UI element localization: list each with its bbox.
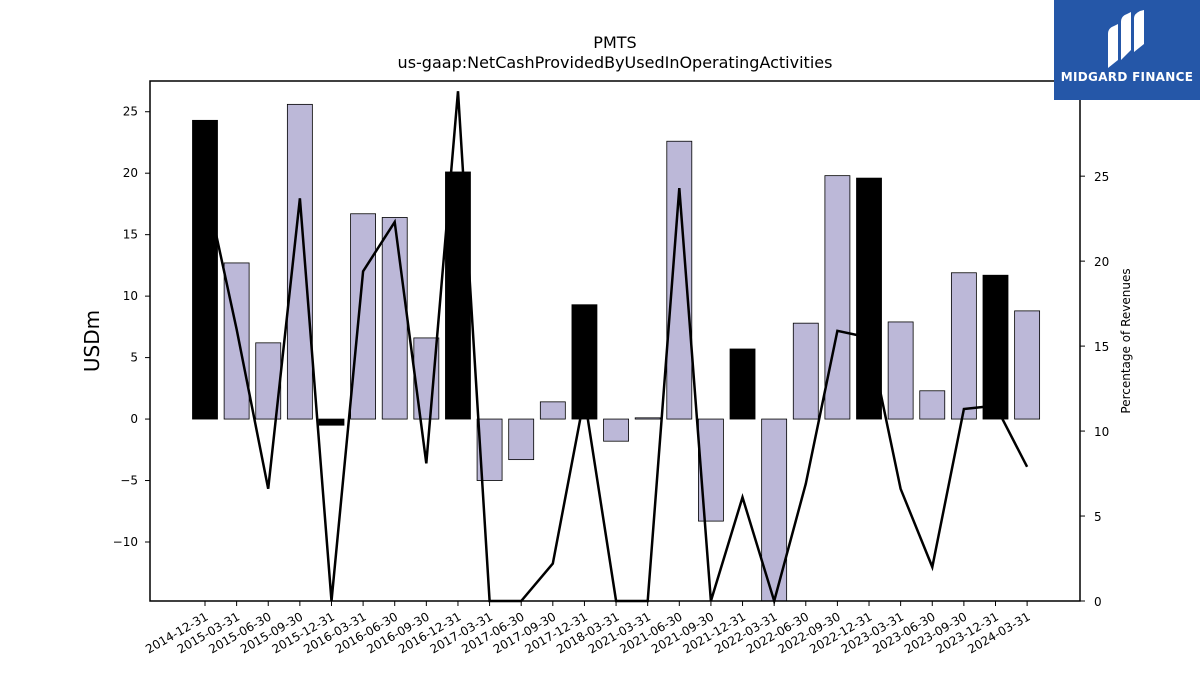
- logo-text: MIDGARD FINANCE: [1060, 70, 1194, 84]
- right-tick-label: 10: [1094, 425, 1109, 439]
- bar-2021-09-30: [698, 418, 724, 522]
- bar-2023-12-31: [982, 274, 1009, 420]
- logo-mark-icon: [1108, 10, 1144, 68]
- bar-2018-03-31: [603, 418, 629, 442]
- right-tick-label: 5: [1094, 510, 1102, 524]
- bar-2022-06-30: [792, 322, 819, 420]
- bar-2021-03-31: [634, 417, 661, 420]
- left-tick-label: 20: [123, 166, 138, 180]
- midgard-finance-logo: MIDGARD FINANCE: [1054, 0, 1200, 100]
- chart-title: PMTS: [593, 33, 636, 52]
- left-axis-label: USDm: [80, 310, 104, 372]
- bar-2015-09-30: [286, 103, 313, 420]
- left-tick-label: 5: [130, 351, 138, 365]
- left-tick-label: 15: [123, 228, 138, 242]
- right-tick-label: 25: [1094, 170, 1109, 184]
- bar-2021-06-30: [666, 140, 693, 420]
- left-tick-label: −10: [113, 535, 138, 549]
- left-tick-label: −5: [120, 474, 138, 488]
- bar-2023-06-30: [919, 390, 946, 420]
- bar-2021-12-31: [729, 348, 756, 420]
- chart-subtitle: us-gaap:NetCashProvidedByUsedInOperating…: [398, 53, 833, 72]
- bar-series: [192, 103, 1041, 602]
- bar-2016-06-30: [381, 217, 408, 420]
- bar-2023-03-31: [887, 321, 914, 420]
- left-tick-label: 0: [130, 412, 138, 426]
- bar-2015-12-31: [318, 418, 345, 426]
- right-tick-label: 15: [1094, 340, 1109, 354]
- right-tick-label: 20: [1094, 255, 1109, 269]
- right-axis-label: Percentage of Revenues: [1119, 268, 1133, 413]
- plot-frame: [149, 80, 1081, 602]
- right-tick-label: 0: [1094, 595, 1102, 609]
- bar-2024-03-31: [1014, 310, 1041, 420]
- right-axis-ticks: 051015202530: [1080, 85, 1109, 609]
- bar-2017-06-30: [508, 418, 535, 461]
- left-tick-label: 25: [123, 105, 138, 119]
- bar-2014-12-31: [192, 119, 218, 420]
- left-axis-ticks: −10 −5 0 5 10 15 20 25: [113, 105, 150, 549]
- bar-2023-09-30: [950, 272, 977, 420]
- bar-2022-09-30: [824, 175, 851, 420]
- bar-2017-09-30: [539, 401, 566, 420]
- left-tick-label: 10: [123, 289, 138, 303]
- x-axis-ticks: 2014-12-312015-03-312015-06-302015-09-30…: [143, 601, 1033, 656]
- bar-2016-03-31: [350, 213, 377, 420]
